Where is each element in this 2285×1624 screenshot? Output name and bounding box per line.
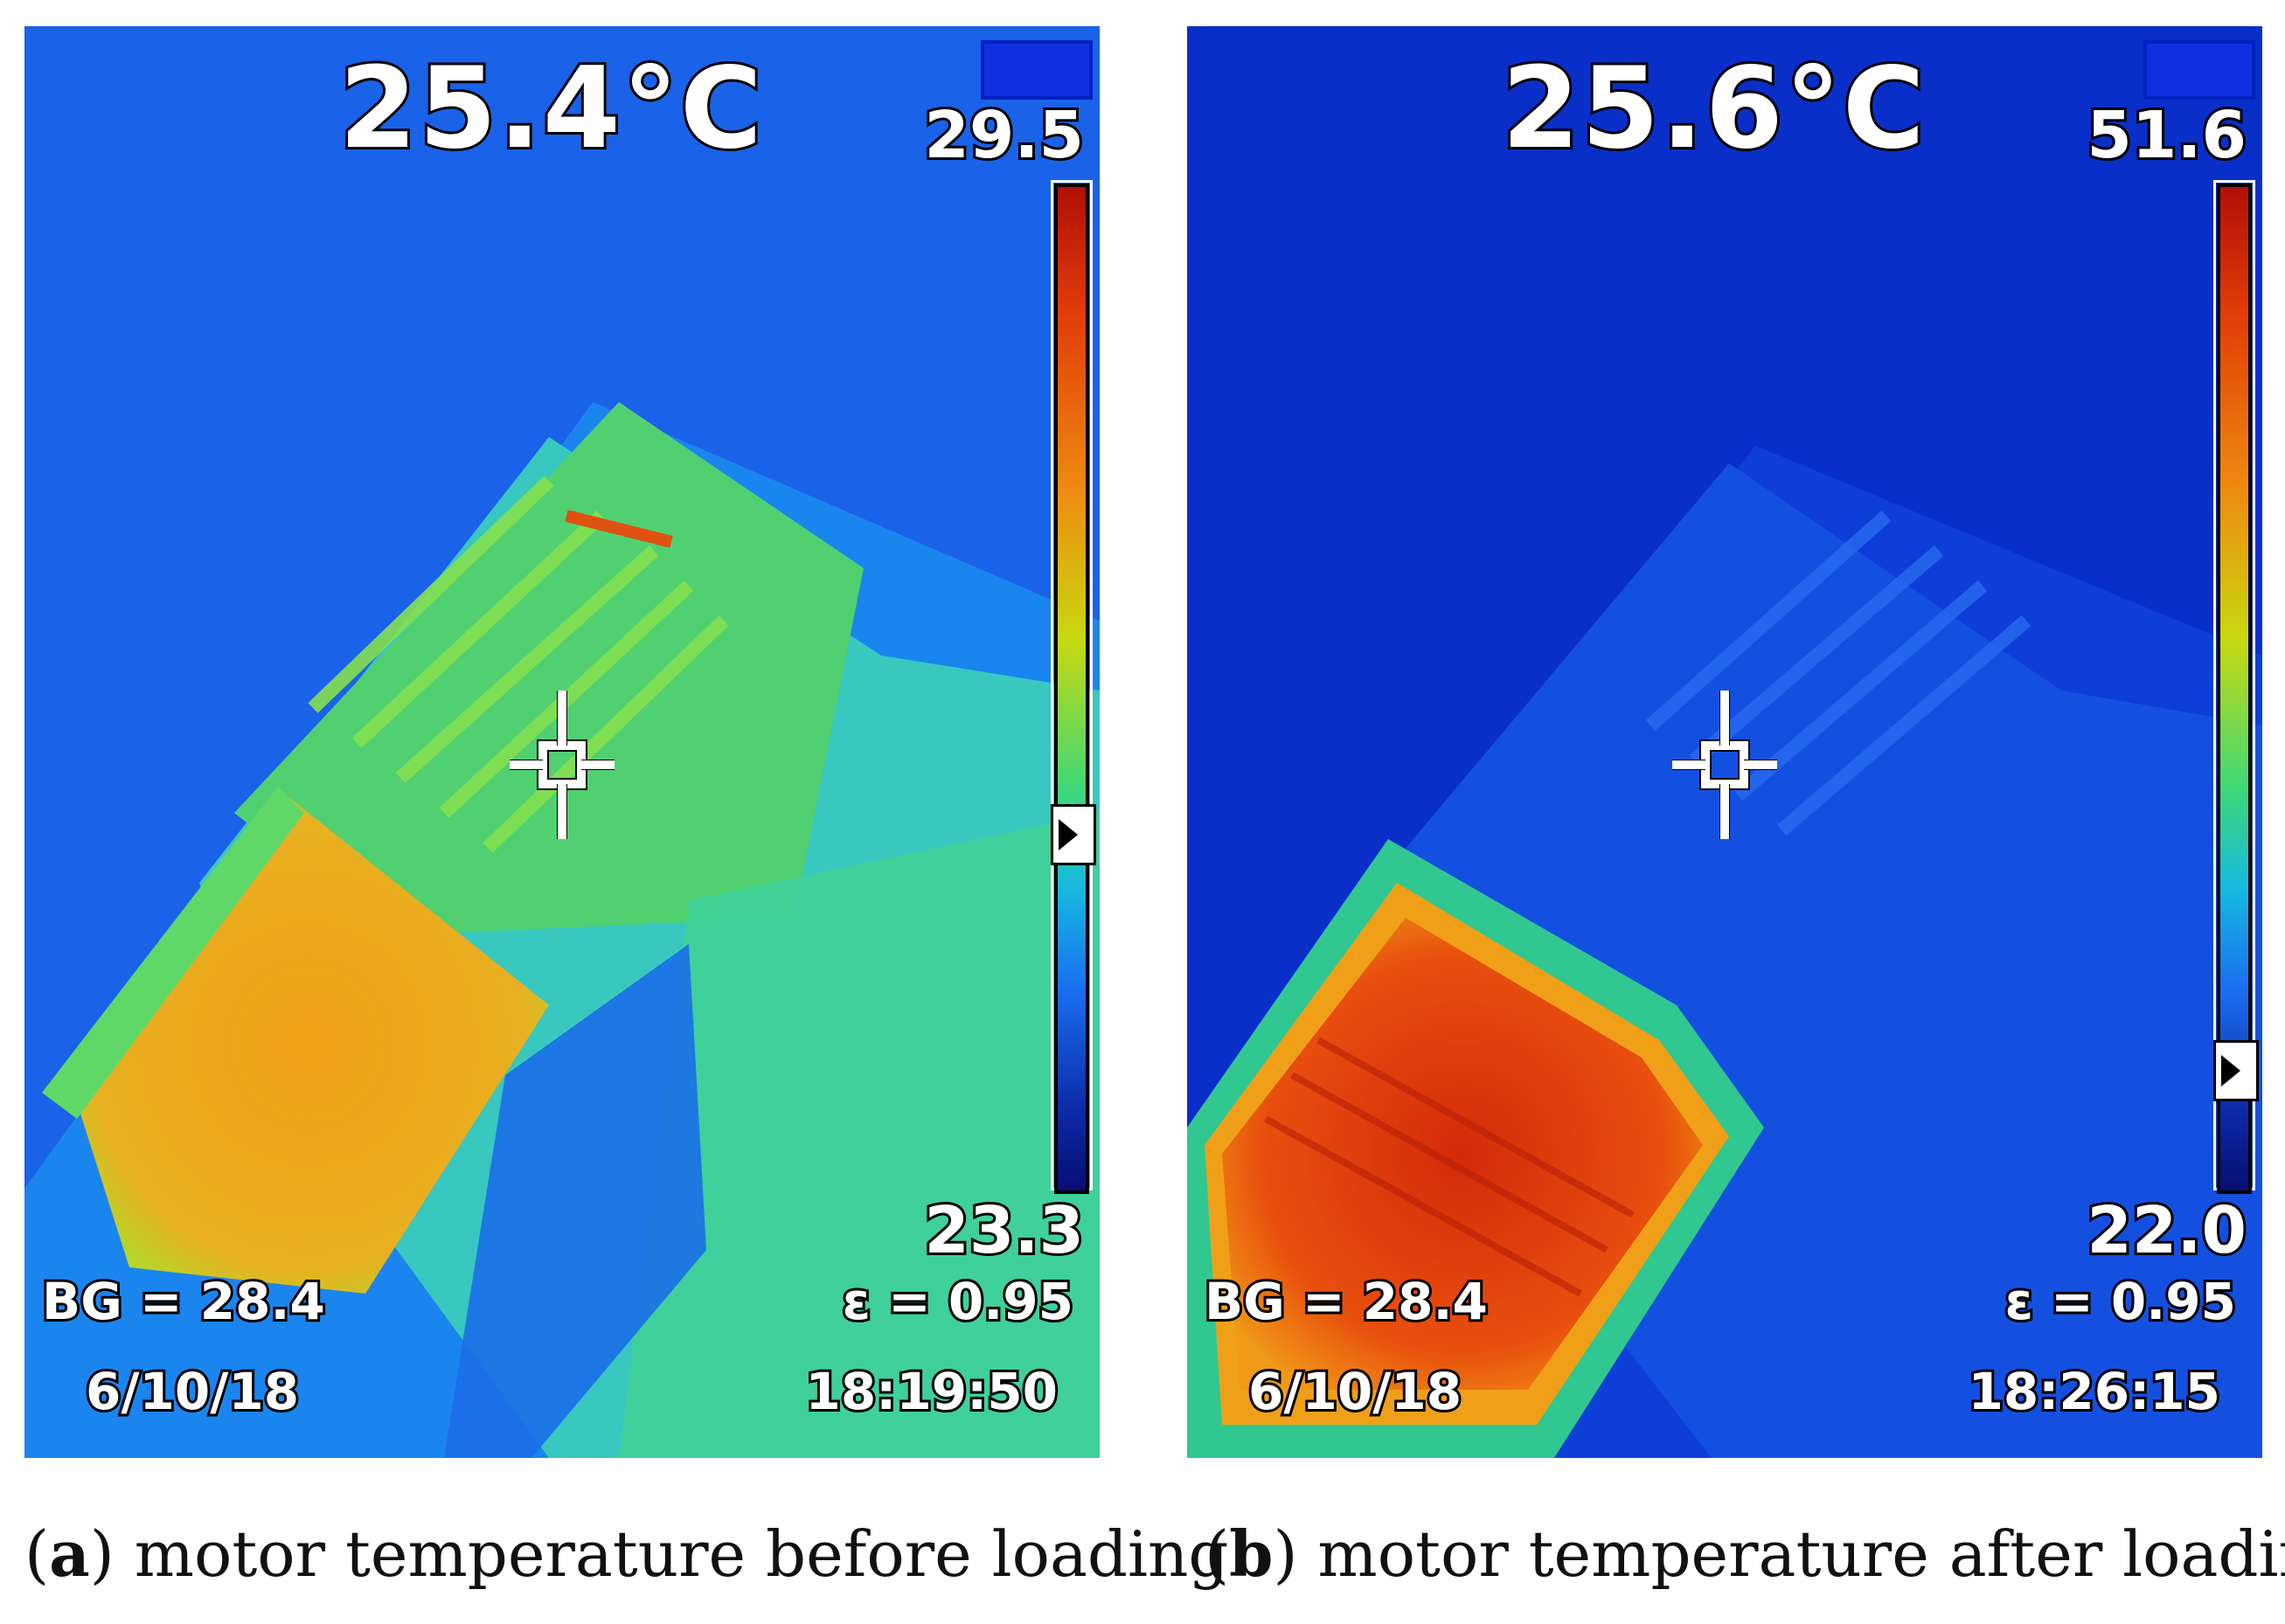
capture-time: 18:19:50 bbox=[802, 1359, 1060, 1424]
scale-min-value: 22.0 bbox=[2084, 1190, 2249, 1271]
spot-temperature: 25.6°C bbox=[1499, 41, 1927, 177]
scale-marker-icon bbox=[2213, 1040, 2259, 1101]
scale-max-value: 29.5 bbox=[921, 95, 1087, 176]
color-scale-bar bbox=[1054, 184, 1089, 1194]
top-indicator-box bbox=[2143, 40, 2255, 100]
capture-date: 6/10/18 bbox=[83, 1359, 302, 1424]
capture-date: 6/10/18 bbox=[1246, 1359, 1464, 1424]
caption-b: (b) motor temperature after loading bbox=[1205, 1516, 2285, 1591]
caption-b-letter: b bbox=[1229, 1516, 1274, 1591]
caption-b-text: motor temperature after loading bbox=[1297, 1517, 2285, 1591]
background-temperature: BG = 28.4 bbox=[39, 1269, 328, 1334]
crosshair-icon bbox=[1672, 691, 1777, 839]
background-temperature: BG = 28.4 bbox=[1202, 1269, 1490, 1334]
color-scale-bar bbox=[2217, 184, 2252, 1194]
thermal-scene-b bbox=[1187, 26, 2262, 1458]
scale-marker-icon bbox=[1051, 804, 1096, 865]
scale-min-value: 23.3 bbox=[921, 1190, 1087, 1271]
emissivity-value: ε = 0.95 bbox=[2003, 1269, 2239, 1334]
spot-temperature: 25.4°C bbox=[337, 41, 765, 177]
capture-time: 18:26:15 bbox=[1965, 1359, 2223, 1424]
caption-a-letter: a bbox=[49, 1516, 90, 1591]
emissivity-value: ε = 0.95 bbox=[840, 1269, 1076, 1334]
thermal-image-a: 25.4°C 29.5 23.3 BG = 28.4 ε = 0.95 6/10… bbox=[24, 26, 1100, 1458]
thermal-scene-a bbox=[24, 26, 1100, 1458]
crosshair-icon bbox=[510, 691, 615, 839]
scale-max-value: 51.6 bbox=[2084, 95, 2249, 176]
top-indicator-box bbox=[981, 40, 1093, 100]
caption-a: (a) motor temperature before loading bbox=[24, 1516, 1229, 1591]
caption-a-text: motor temperature before loading bbox=[114, 1517, 1229, 1591]
thermal-image-b: 25.6°C 51.6 22.0 BG = 28.4 ε = 0.95 6/10… bbox=[1187, 26, 2262, 1458]
